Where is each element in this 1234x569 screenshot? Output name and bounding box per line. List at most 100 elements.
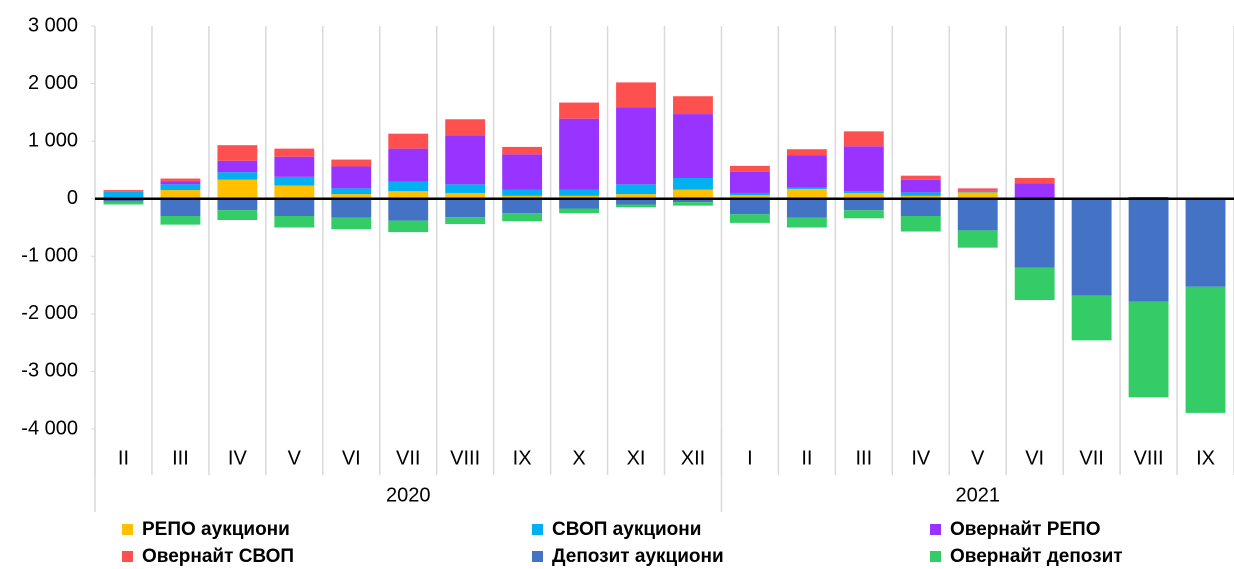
legend-label: Депозит аукциони xyxy=(552,546,724,567)
bar-segment xyxy=(502,198,543,214)
bar-segment xyxy=(616,107,656,185)
bar-segment xyxy=(217,160,258,173)
bar-segment xyxy=(1128,301,1169,398)
x-tick-label: II xyxy=(118,447,129,469)
group-label: 2020 xyxy=(386,484,431,506)
bar-segment xyxy=(274,185,315,199)
bar-segment xyxy=(843,131,884,147)
y-tick-label: -2 000 xyxy=(21,302,78,324)
bar-segment xyxy=(103,191,144,199)
bar-segment xyxy=(843,210,884,219)
bar-segment xyxy=(957,190,998,192)
bar-segment xyxy=(559,118,600,190)
bar-segment xyxy=(1185,198,1226,287)
bar-segment xyxy=(673,202,713,206)
x-tick-label: II xyxy=(801,447,812,469)
bar-segment xyxy=(388,181,429,192)
y-tick-label: -3 000 xyxy=(21,360,78,382)
x-tick-label: XII xyxy=(681,447,705,469)
bar-segment xyxy=(843,191,884,193)
legend-label: Овернайт СВОП xyxy=(142,546,294,567)
bar-segment xyxy=(445,119,486,136)
bar-segment xyxy=(160,215,201,225)
legend-swatch xyxy=(122,551,133,562)
bar-segment xyxy=(331,159,372,167)
bar-segment xyxy=(729,195,770,199)
bar-segment xyxy=(957,230,998,248)
bar-segment xyxy=(616,204,656,208)
bar-segment xyxy=(274,176,315,186)
legend-swatch xyxy=(532,551,543,562)
x-tick-label: IX xyxy=(513,447,532,469)
y-tick-label: 0 xyxy=(67,187,78,209)
bar-segment xyxy=(900,179,941,193)
bar-segment xyxy=(729,192,770,196)
bar-segment xyxy=(616,184,656,195)
bar-segment xyxy=(388,133,429,149)
bar-segment xyxy=(445,184,486,193)
bar-segment xyxy=(103,201,144,205)
x-tick-label: VIII xyxy=(450,447,480,469)
bar-segment xyxy=(729,214,770,223)
bar-segment xyxy=(217,198,258,211)
x-tick-label: IV xyxy=(228,447,248,469)
bar-segment xyxy=(673,114,713,178)
bar-segment xyxy=(900,192,941,196)
legend-label: РЕПО аукциони xyxy=(142,519,290,540)
bar-segment xyxy=(559,198,600,209)
bar-segment xyxy=(616,198,656,205)
bar-segment xyxy=(786,149,827,156)
y-tick-label: 1 000 xyxy=(28,129,78,151)
bar-segment xyxy=(843,192,884,199)
bar-segment xyxy=(900,198,941,216)
bar-segment xyxy=(616,194,656,199)
bar-segment xyxy=(502,213,543,222)
bar-segment xyxy=(957,188,998,191)
bar-segment xyxy=(559,102,600,119)
bar-segment xyxy=(900,215,941,232)
x-tick-label: XI xyxy=(627,447,646,469)
bar-segment xyxy=(445,135,486,185)
x-tick-label: VI xyxy=(1025,447,1044,469)
bar-segment xyxy=(274,148,315,157)
bar-segment xyxy=(331,217,372,230)
y-tick-label: 2 000 xyxy=(28,72,78,94)
bar-segment xyxy=(160,178,201,182)
bar-segment xyxy=(729,198,770,215)
bar-segment xyxy=(331,198,372,218)
bar-segment xyxy=(445,217,486,225)
x-tick-label: X xyxy=(572,447,585,469)
bar-segment xyxy=(616,82,656,108)
bar-segment xyxy=(160,181,201,185)
bar-segment xyxy=(1185,286,1226,413)
bar-segment xyxy=(673,198,713,203)
bar-segment xyxy=(957,198,998,231)
bar-segment xyxy=(274,198,315,216)
bar-segment xyxy=(1071,198,1112,296)
bar-segment xyxy=(445,192,486,199)
x-tick-label: VI xyxy=(342,447,361,469)
legend-swatch xyxy=(122,524,133,535)
bar-segment xyxy=(900,175,941,180)
bar-segment xyxy=(786,155,827,188)
bar-segment xyxy=(673,177,713,190)
bar-segment xyxy=(445,198,486,218)
x-tick-label: III xyxy=(172,447,189,469)
x-tick-label: IX xyxy=(1196,447,1215,469)
bar-segment xyxy=(786,217,827,228)
group-label: 2021 xyxy=(955,484,1000,506)
bar-segment xyxy=(673,189,713,199)
legend-label: СВОП аукциони xyxy=(552,519,701,540)
bar-segment xyxy=(160,190,201,199)
bar-segment xyxy=(843,146,884,192)
legend-label: Овернайт депозит xyxy=(950,546,1123,567)
bar-segment xyxy=(217,172,258,180)
bar-segment xyxy=(217,210,258,221)
x-tick-label: VII xyxy=(396,447,420,469)
bar-segment xyxy=(502,189,543,196)
bar-segment xyxy=(957,191,998,193)
bar-segment xyxy=(957,192,998,199)
bar-segment xyxy=(786,188,827,199)
bar-segment xyxy=(502,146,543,155)
legend-swatch xyxy=(532,524,543,535)
